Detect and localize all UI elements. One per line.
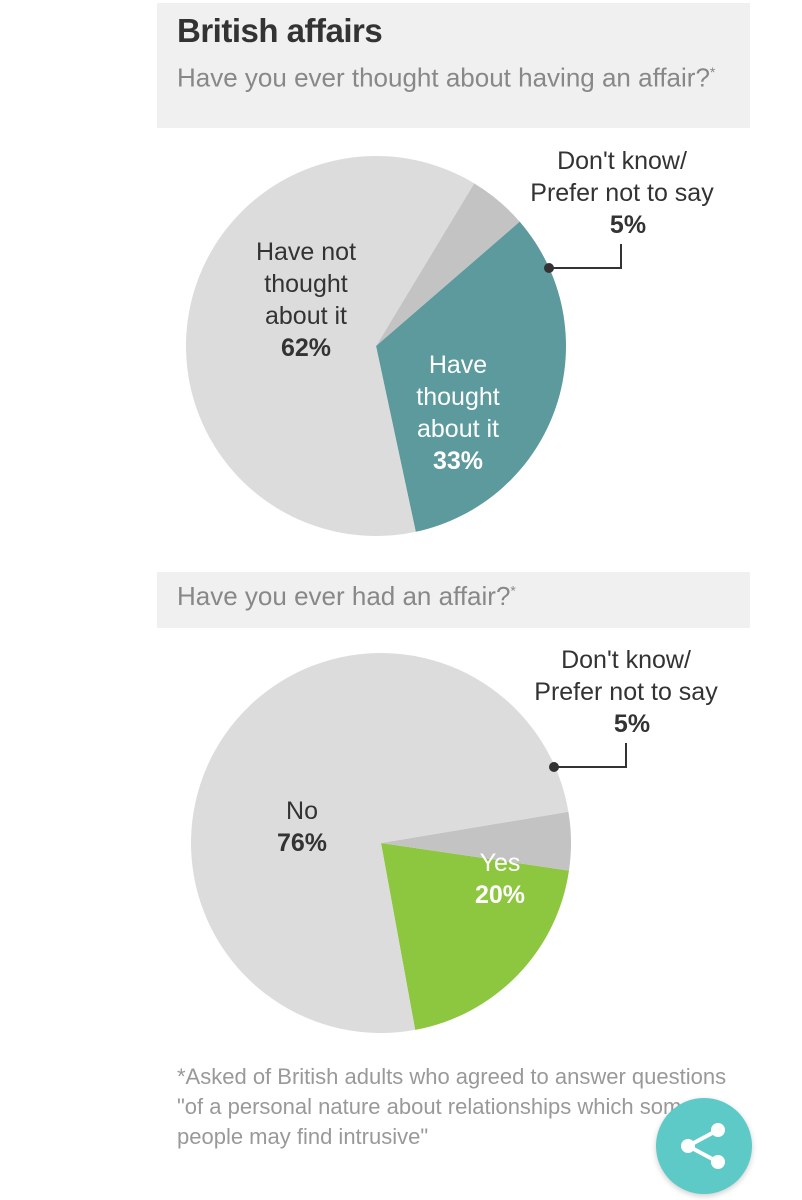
- share-icon: [681, 1123, 725, 1169]
- pie2-slice-dont-know: [381, 811, 571, 871]
- pie2-leader-line: [554, 743, 627, 768]
- question-1: Have you ever thought about having an af…: [177, 62, 716, 93]
- pie-thought-about-affair: [186, 156, 566, 536]
- pie2-label-dont-know: Don't know/ Prefer not to say 5%: [509, 644, 743, 740]
- pie-had-affair: [191, 653, 571, 1033]
- pie2-label-yes: Yes 20%: [440, 847, 560, 911]
- pie1-slice-dont-know: [376, 183, 520, 346]
- question-2-marker: *: [510, 582, 516, 599]
- pie1-leader-line: [549, 244, 622, 269]
- header-panel: [157, 3, 750, 128]
- pie1-leader-dot: [544, 263, 554, 273]
- pie1-label-thought: Have thought about it 33%: [383, 349, 533, 477]
- question-2: Have you ever had an affair?*: [177, 581, 516, 611]
- pie2-pct-yes: 20%: [474, 881, 526, 909]
- pie1-slice-thought: [376, 221, 566, 532]
- question-2-panel: [157, 572, 750, 628]
- pie1-label-dont-know: Don't know/ Prefer not to say 5%: [505, 145, 739, 241]
- share-button[interactable]: [656, 1098, 752, 1194]
- pie1-slice-not-thought: [186, 156, 475, 536]
- pie2-pct-no: 76%: [276, 829, 328, 857]
- pie1-pct-not-thought: 62%: [280, 334, 332, 362]
- pie1-pct-dont-know: 5%: [609, 211, 647, 239]
- leader-lines: [544, 244, 627, 772]
- pie1-label-not-thought: Have not thought about it 62%: [232, 236, 380, 364]
- footnote: *Asked of British adults who agreed to a…: [177, 1064, 727, 1149]
- question-1-marker: *: [709, 64, 716, 80]
- chart-title: British affairs: [177, 12, 383, 49]
- pie1-pct-thought: 33%: [432, 447, 484, 475]
- pie2-label-no: No 76%: [232, 795, 372, 859]
- pie2-slice-no: [191, 653, 569, 1033]
- pie2-slice-yes: [381, 843, 569, 1030]
- pie2-leader-dot: [549, 762, 559, 772]
- pie2-pct-dont-know: 5%: [613, 710, 651, 738]
